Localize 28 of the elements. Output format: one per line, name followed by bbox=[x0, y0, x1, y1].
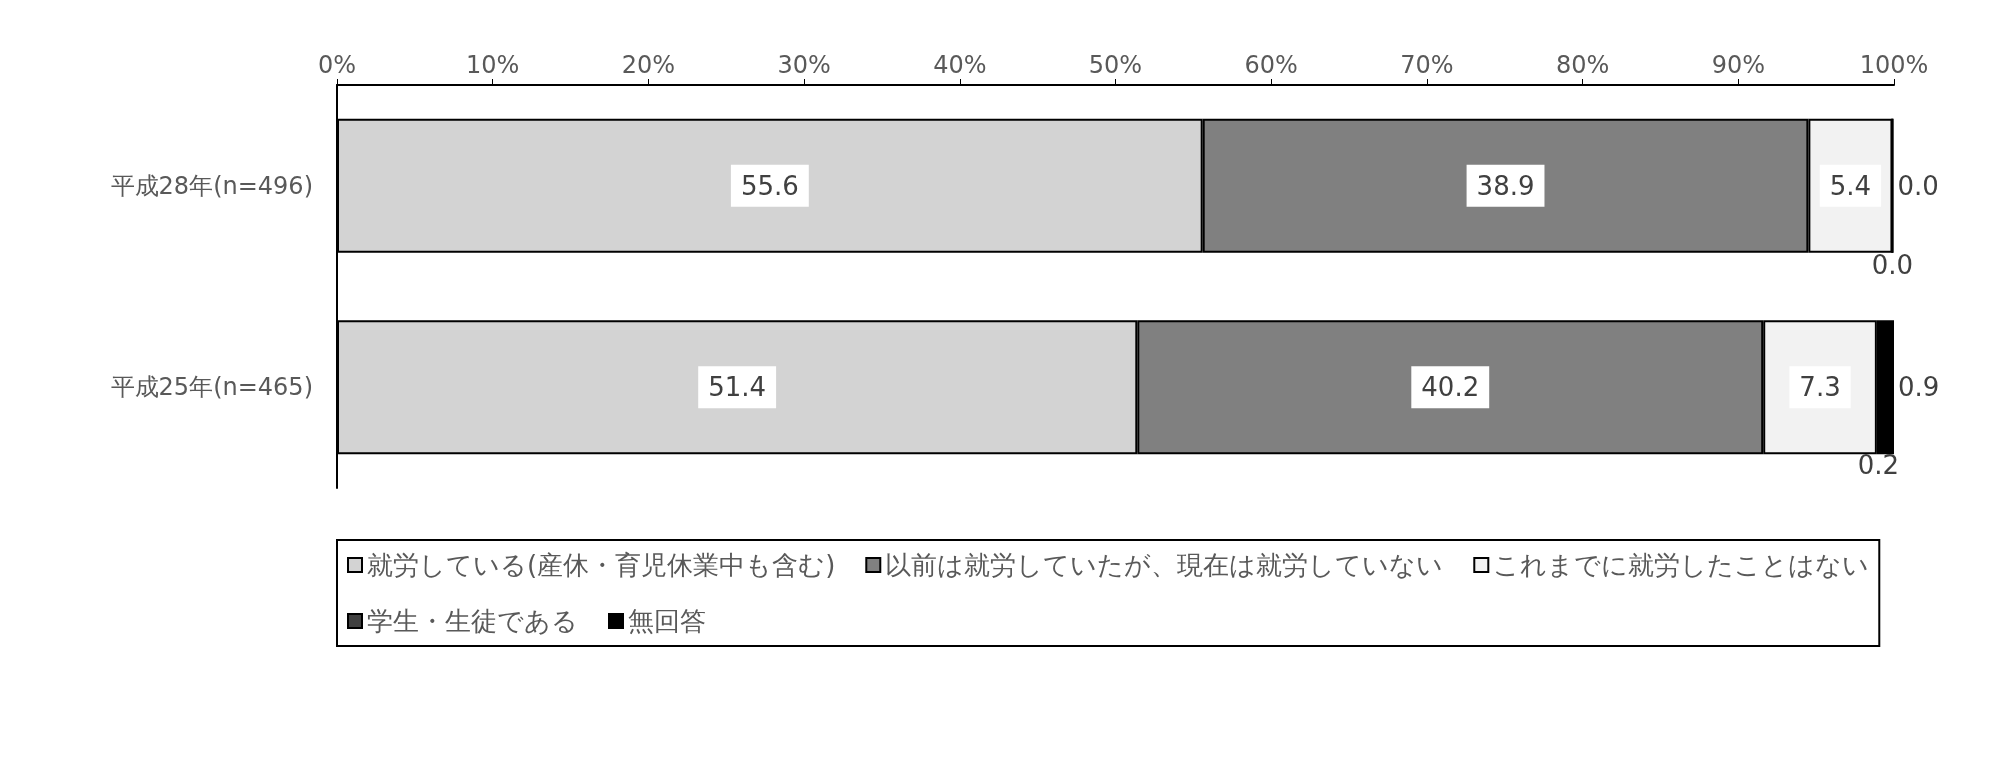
data-label: 55.6 bbox=[740, 170, 799, 201]
data-label: 0.9 bbox=[1898, 372, 1940, 403]
x-tick-label: 10% bbox=[466, 51, 520, 79]
y-tick-label: 平成25年(n=465) bbox=[110, 373, 313, 402]
x-tick-label: 80% bbox=[1555, 51, 1610, 79]
data-label: 0.0 bbox=[1871, 249, 1914, 280]
legend-label: 無回答 bbox=[628, 606, 706, 636]
data-label: 40.2 bbox=[1421, 372, 1480, 403]
x-tick-label: 100% bbox=[1859, 51, 1929, 79]
x-tick-label: 20% bbox=[621, 51, 676, 79]
x-tick-label: 40% bbox=[933, 51, 987, 79]
legend-label: 以前は就労していたが、現在は就労していない bbox=[885, 550, 1444, 580]
x-tick-label: 30% bbox=[777, 51, 831, 79]
y-tick-label: 平成28年(n=496) bbox=[110, 171, 313, 200]
x-tick-label: 60% bbox=[1244, 51, 1298, 79]
x-tick-label: 50% bbox=[1088, 51, 1143, 79]
legend-label: 学生・生徒である bbox=[367, 606, 578, 636]
x-tick-label: 70% bbox=[1400, 51, 1454, 79]
data-label: 0.2 bbox=[1857, 450, 1900, 481]
x-tick-label: 90% bbox=[1711, 51, 1765, 79]
data-label: 7.3 bbox=[1799, 372, 1841, 403]
data-label: 51.4 bbox=[708, 372, 767, 403]
data-label: 0.0 bbox=[1897, 170, 1939, 201]
data-label: 5.4 bbox=[1829, 170, 1872, 201]
legend-label: これまでに就労したことはない bbox=[1493, 550, 1870, 580]
x-tick-label: 0% bbox=[317, 51, 357, 79]
data-label: 38.9 bbox=[1476, 170, 1535, 201]
legend-label: 就労している(産休・育児休業中も含む) bbox=[367, 550, 836, 580]
